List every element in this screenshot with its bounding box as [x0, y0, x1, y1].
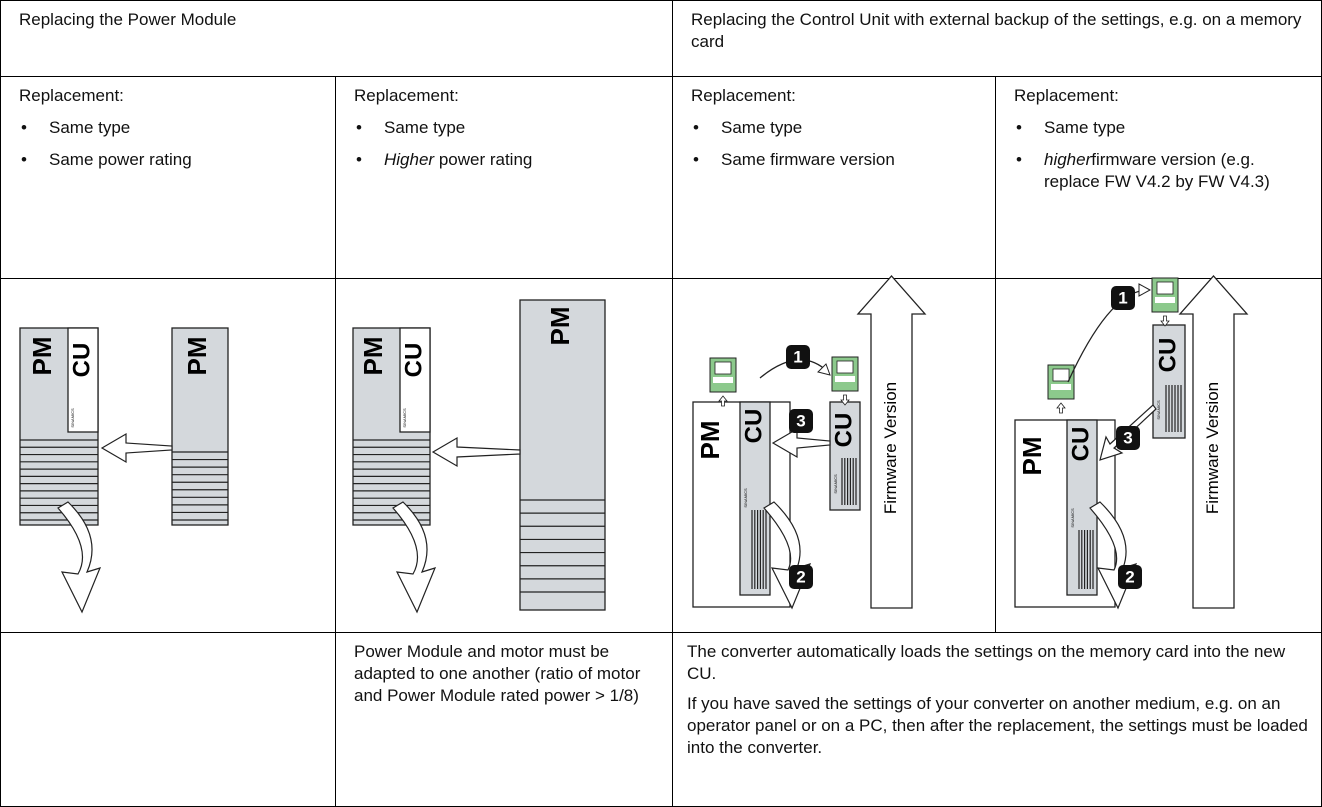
item-text: Same type [384, 118, 466, 137]
step-number: 1 [1118, 288, 1127, 307]
card-screen [1156, 281, 1174, 295]
pm-label: PM [545, 307, 575, 346]
step-number: 2 [1125, 567, 1134, 586]
step-badge [789, 565, 813, 589]
note-text: Power Module and motor must be adapted t… [354, 642, 641, 705]
axis-label: Firmware Version [1203, 382, 1222, 514]
card-label [1051, 384, 1071, 390]
pm-label: PM [358, 337, 388, 376]
cu-label: CU [68, 343, 95, 378]
card-label [713, 377, 733, 383]
remove-arrow [57, 501, 102, 614]
step-badge [789, 409, 813, 433]
control-unit [399, 327, 431, 433]
case-cell: Replacement: Same type Higher power rating [335, 76, 673, 279]
item-text: Same power rating [49, 150, 192, 169]
card-screen [1052, 368, 1070, 382]
brand-label: SINAMICS [743, 488, 748, 508]
control-unit [67, 327, 99, 433]
item-text: power rating [434, 150, 533, 169]
step-number: 1 [793, 347, 802, 366]
case-item: Same type [691, 117, 985, 139]
move-arrow [100, 432, 173, 464]
card-screen [714, 361, 732, 375]
case-list: Same type Same firmware version [691, 117, 985, 171]
brand-label: SINAMICS [402, 408, 407, 428]
case-item: Higher power rating [354, 149, 662, 171]
pm-label: PM [695, 421, 725, 460]
item-text: firmware version (e.g. replace FW V4.2 b… [1044, 150, 1270, 191]
case-heading: Replacement: [691, 86, 796, 105]
pm-label: PM [27, 337, 57, 376]
step-badge [786, 345, 810, 369]
step-number: 3 [796, 411, 805, 430]
note-cell: Power Module and motor must be adapted t… [335, 632, 673, 807]
case-item: Same type [19, 117, 325, 139]
brand-label: SINAMICS [1156, 400, 1161, 420]
card-arrow [1160, 315, 1170, 327]
case-cell: Replacement: Same type higherfirmware vers… [995, 76, 1322, 279]
cu-label: CU [830, 413, 857, 448]
cu-label: CU [1154, 338, 1181, 373]
note-text: The converter automatically loads the se… [687, 642, 1286, 683]
note-cell: The converter automatically loads the se… [672, 632, 1322, 807]
item-emphasis: Higher [384, 150, 435, 169]
power-module [519, 299, 606, 611]
remove-arrow [392, 501, 437, 614]
case-list: Same type higherfirmware version (e.g. re… [1014, 117, 1311, 193]
header-text: Replacing the Control Unit with external… [691, 10, 1302, 51]
case-item: Same firmware version [691, 149, 985, 171]
item-emphasis: higher [1044, 150, 1092, 169]
case-heading: Replacement: [354, 86, 459, 105]
pm-label: PM [1017, 437, 1047, 476]
brand-label: SINAMICS [833, 474, 838, 494]
card-arrow [1056, 402, 1066, 414]
transfer-arrow [1067, 289, 1149, 383]
item-text: Same firmware version [721, 150, 895, 169]
control-unit [1152, 324, 1186, 439]
move-arrow [431, 436, 521, 468]
cu-label: CU [400, 343, 427, 378]
case-item: Same type [1014, 117, 1311, 139]
card-screen [836, 360, 854, 374]
case-item: Same type [354, 117, 662, 139]
step-number: 3 [1123, 428, 1132, 447]
pm-label: PM [182, 337, 212, 376]
brand-label: SINAMICS [70, 408, 75, 428]
cu-label: CU [740, 409, 767, 444]
case-heading: Replacement: [19, 86, 124, 105]
card-label [835, 376, 855, 382]
step-badge [1118, 565, 1142, 589]
card-label [1155, 297, 1175, 303]
transfer-head [817, 363, 831, 376]
brand-label: SINAMICS [1070, 508, 1075, 528]
card-arrow [718, 395, 728, 407]
power-module [171, 327, 229, 526]
case-heading: Replacement: [1014, 86, 1119, 105]
item-text: Same type [49, 118, 131, 137]
transfer-head [1138, 283, 1152, 297]
header-text: Replacing the Power Module [19, 10, 237, 29]
case-list: Same type Same power rating [19, 117, 325, 171]
step-badge [1116, 426, 1140, 450]
firmware-arrow [1178, 275, 1249, 609]
firmware-arrow [856, 275, 927, 609]
cu-label: CU [1067, 427, 1094, 462]
case-list: Same type Higher power rating [354, 117, 662, 171]
case-item: Same power rating [19, 149, 325, 171]
step-number: 2 [796, 567, 805, 586]
note-text: If you have saved the settings of your c… [687, 694, 1308, 757]
card-arrow [840, 394, 850, 406]
item-text: Same type [721, 118, 803, 137]
case-item: higherfirmware version (e.g. replace FW … [1014, 149, 1311, 193]
axis-label: Firmware Version [881, 382, 900, 514]
item-text: Same type [1044, 118, 1126, 137]
step-badge [1111, 286, 1135, 310]
